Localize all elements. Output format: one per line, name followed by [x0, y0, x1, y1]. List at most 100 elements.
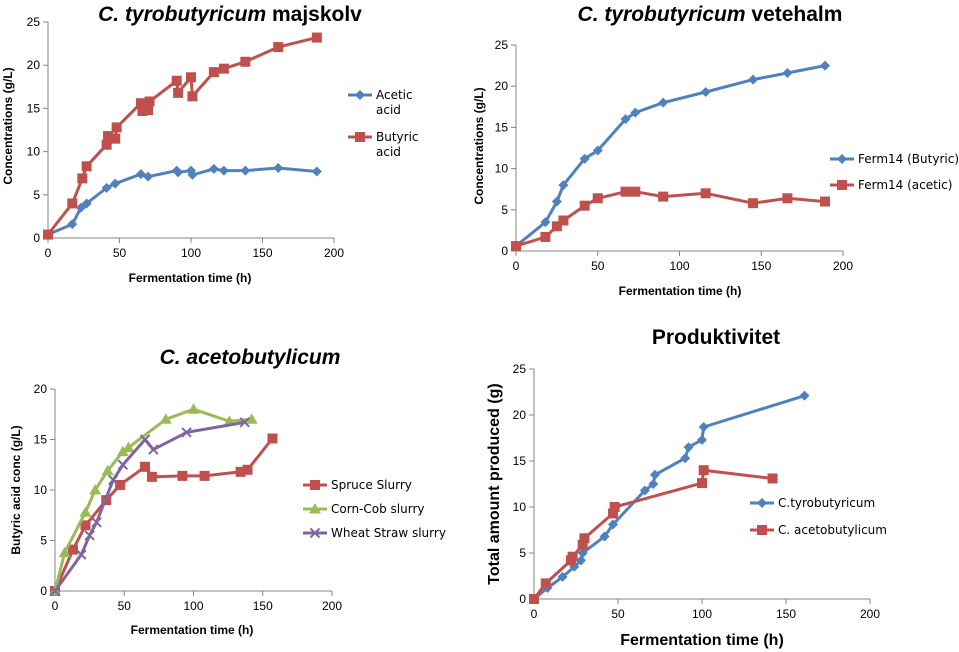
data-point [67, 198, 78, 209]
data-point [68, 544, 79, 555]
legend-item: C.tyrobutyricum [750, 496, 875, 510]
legend-label: Corn-Cob slurry [331, 502, 424, 516]
data-point [239, 417, 250, 428]
x-tick-label: 50 [113, 246, 127, 260]
data-point [599, 531, 610, 542]
y-tick-label: 15 [34, 433, 48, 447]
data-point [683, 442, 694, 453]
legend-label: acid [376, 103, 401, 117]
legend-marker [837, 154, 847, 164]
series-line [532, 468, 773, 600]
data-point [579, 533, 590, 544]
legend-marker [309, 527, 321, 539]
chart-title-italic: C. tyrobutyricum [98, 3, 266, 26]
x-tick-label: 150 [776, 607, 796, 621]
x-tick-label: 0 [45, 246, 52, 260]
data-point [577, 548, 588, 558]
data-point [187, 91, 198, 102]
data-point [148, 444, 159, 455]
chart-title: C. acetobutylicum [160, 346, 341, 369]
data-point [89, 484, 102, 495]
data-point [658, 97, 669, 108]
data-point [567, 551, 578, 562]
data-point [577, 539, 588, 550]
y-tick-label: 0 [501, 244, 508, 258]
x-tick-label: 0 [513, 259, 520, 273]
data-point [592, 193, 603, 204]
x-tick-label: 150 [253, 599, 273, 613]
series-line [53, 407, 252, 592]
plot-area: 0 5 10 15 20 25 0 50 100 150 200 [513, 362, 881, 621]
y-tick-label: 15 [495, 120, 509, 134]
data-point [607, 508, 618, 519]
data-point [218, 165, 229, 176]
legend-item: Corn-Cob slurry [303, 502, 424, 516]
data-point [101, 182, 112, 193]
data-point [115, 479, 126, 490]
legend-label: Ferm14 (Butyric) [858, 152, 959, 166]
legend-label: C. acetobutylicum [778, 523, 887, 537]
legend-marker [309, 503, 321, 514]
plot-area: 0 5 10 15 20 25 0 50 100 150 200 [27, 15, 345, 260]
data-point [698, 465, 709, 476]
y-axis-label: Concentrations (g/L) [1, 67, 15, 184]
data-point [799, 390, 810, 401]
data-point [748, 74, 759, 85]
data-point [648, 479, 659, 489]
legend-label: Acetic [376, 88, 413, 102]
y-tick-label: 10 [495, 162, 509, 176]
y-tick-label: 15 [513, 454, 527, 468]
y-tick-label: 5 [33, 188, 40, 202]
data-point [558, 215, 569, 226]
data-point [91, 517, 102, 528]
legend-label: Spruce Slurry [331, 478, 412, 492]
data-point [75, 202, 86, 213]
data-point [273, 42, 284, 53]
y-tick-label: 25 [495, 38, 509, 52]
data-point [80, 520, 91, 531]
data-point [143, 171, 154, 182]
data-point [81, 198, 92, 209]
chart-title-rest: vetehalm [746, 3, 843, 26]
data-point [245, 413, 258, 424]
y-tick-label: 10 [34, 483, 48, 497]
data-point [311, 166, 322, 177]
chart-title-italic: C. acetobutylicum [160, 346, 341, 369]
data-point [187, 169, 198, 180]
x-tick-label: 150 [252, 246, 272, 260]
legend-item: Ferm14 (acetic) [830, 178, 952, 192]
data-point [43, 229, 53, 240]
data-point [173, 87, 184, 98]
x-tick-label: 200 [322, 599, 342, 613]
series-c-tyrobutyricum [529, 390, 810, 604]
legend-item: Ferm14 (Butyric) [830, 152, 959, 166]
series-butyric-acid [43, 32, 322, 240]
series-ferm14-butyric- [511, 60, 831, 252]
data-point [186, 72, 196, 83]
x-tick-label: 200 [860, 607, 880, 621]
data-point [311, 32, 322, 43]
y-tick-label: 20 [513, 408, 527, 422]
data-point [630, 107, 641, 118]
data-point [144, 96, 155, 107]
y-tick-label: 20 [34, 382, 48, 396]
y-tick-label: 10 [27, 145, 41, 159]
data-point [77, 173, 88, 184]
data-point [782, 193, 793, 204]
data-point [267, 433, 278, 444]
x-tick-label: 150 [751, 259, 771, 273]
data-point [137, 105, 148, 116]
y-tick-label: 0 [40, 584, 47, 598]
x-tick-label: 100 [669, 259, 689, 273]
chart-title-italic: C. tyrobutyricum [578, 3, 746, 26]
data-point [607, 519, 618, 530]
data-point [649, 469, 660, 480]
legend: C.tyrobutyricum C. acetobutylicum [750, 496, 887, 537]
data-point [140, 461, 151, 472]
x-tick-label: 100 [183, 599, 203, 613]
legend-label: Wheat Straw slurry [331, 526, 446, 540]
legend-marker [757, 498, 767, 508]
data-point [579, 153, 590, 164]
